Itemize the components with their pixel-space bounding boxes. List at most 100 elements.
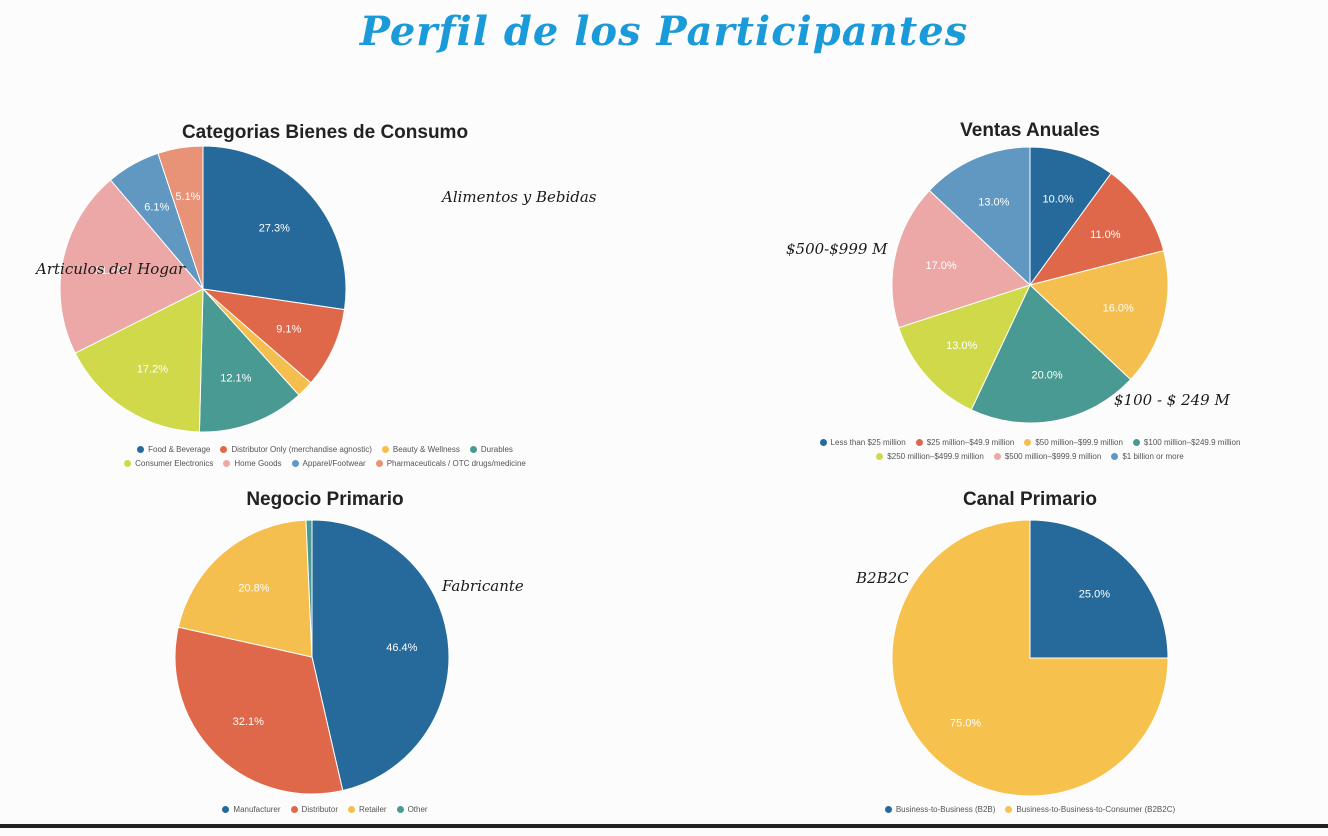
chart-title: Categorias Bienes de Consumo (181, 122, 469, 143)
pie-slice-250-million-499-9-million (898, 284, 1031, 411)
annotation-b2b2c: B2B2C (856, 569, 909, 587)
legend-swatch (876, 453, 884, 460)
legend-swatch (819, 439, 827, 446)
legend-item: Consumer Electronics (124, 457, 213, 471)
legend-label: $500 million–$999.9 million (1004, 452, 1102, 461)
pie-slice-distributor (174, 626, 344, 795)
legend-swatch (124, 460, 132, 467)
legend-swatch (290, 806, 298, 813)
data-label: 6.1% (144, 202, 169, 214)
legend-swatch (1132, 439, 1140, 446)
legend-swatch (1024, 439, 1032, 446)
chart-legend: Food & Beverage Distributor Only (merchan… (60, 443, 590, 471)
pie-slice-consumer-electronics (74, 288, 204, 433)
legend-item: Less than $25 million (819, 436, 906, 450)
legend-item: Durables (469, 443, 513, 457)
data-label: 25.0% (1079, 589, 1110, 601)
data-label: 5.1% (175, 191, 200, 203)
data-label: 10.0% (1043, 193, 1074, 205)
data-label: 9.1% (276, 323, 301, 335)
legend-label: Home Goods (234, 459, 282, 468)
legend-row: Business-to-Business (B2B) Business-to-Bu… (760, 803, 1300, 817)
data-label: 75.0% (950, 717, 981, 729)
data-label: 46.4% (386, 642, 417, 654)
chart-title: Canal Primario (962, 489, 1098, 510)
legend-label: Other (407, 805, 428, 814)
legend-item: Manufacturer (222, 803, 281, 817)
pie-slice-business-to-business-b2b (1029, 519, 1169, 659)
legend-label: $1 billion or more (1122, 452, 1184, 461)
legend-swatch (223, 460, 231, 467)
pie-chart: 27.3% 9.1% 12.1% 17.2% 21.2% 6.1% 5.1% (59, 145, 347, 433)
pie-slice-500-million-999-9-million (891, 189, 1031, 329)
pie-slice-retailer (177, 519, 313, 658)
legend-item: Business-to-Business-to-Consumer (B2B2C) (1005, 803, 1175, 817)
legend-row: $250 million–$499.9 million $500 million–… (760, 450, 1300, 464)
legend-swatch (1111, 453, 1119, 460)
pie-slice-other (305, 519, 313, 658)
legend-item: $500 million–$999.9 million (993, 450, 1102, 464)
pie-chart: 10.0% 11.0% 16.0% 20.0% 13.0% 17.0% 13.0% (891, 146, 1169, 424)
pie-chart: 25.0% 75.0% (891, 519, 1169, 797)
legend-item: $25 million–$49.9 million (915, 436, 1015, 450)
data-label: 13.0% (946, 340, 977, 352)
legend-label: Beauty & Wellness (392, 445, 460, 454)
pie-slice-1-billion-or-more (928, 146, 1031, 287)
legend-row: Manufacturer Distributor Retailer Other (60, 803, 590, 817)
legend-label: Business-to-Business (B2B) (895, 805, 996, 814)
data-label: 12.1% (220, 372, 251, 384)
data-label: 21.2% (95, 265, 126, 277)
data-label: 32.1% (233, 716, 264, 728)
chart-categorias: Categorias Bienes de Consumo 27.3% 9.1% 12… (36, 110, 597, 480)
legend-swatch (993, 453, 1001, 460)
legend-item: Distributor Only (merchandise agnostic) (220, 443, 372, 457)
legend-swatch (137, 446, 145, 453)
legend-label: Retailer (359, 805, 387, 814)
legend-label: $250 million–$499.9 million (887, 452, 984, 461)
chart-legend: Manufacturer Distributor Retailer Other (60, 803, 590, 817)
annotation-alimentos: Alimentos y Bebidas (442, 188, 597, 206)
legend-label: Durables (480, 445, 513, 454)
legend-item: Distributor (290, 803, 338, 817)
annotation-articulos: Articulos del Hogar (36, 260, 186, 278)
data-label: 20.0% (1031, 369, 1062, 381)
bottom-divider (0, 824, 1328, 828)
legend-item: $250 million–$499.9 million (876, 450, 984, 464)
pie-slice-manufacturer (311, 519, 450, 792)
data-label: 13.0% (978, 196, 1009, 208)
data-label: 11.0% (1090, 229, 1121, 241)
legend-swatch (291, 460, 299, 467)
chart-legend: Less than $25 million $25 million–$49.9 m… (760, 436, 1300, 464)
pie-slice-food-beverage (202, 145, 347, 311)
legend-swatch (396, 806, 404, 813)
legend-swatch (469, 446, 477, 453)
legend-item: Beauty & Wellness (381, 443, 460, 457)
annotation-100-249: $100 - $ 249 M (1114, 391, 1230, 409)
legend-item: Pharmaceuticals / OTC drugs/medicine (375, 457, 526, 471)
legend-label: $100 million–$249.9 million (1143, 438, 1241, 447)
legend-label: $25 million–$49.9 million (926, 438, 1015, 447)
legend-item: $1 billion or more (1111, 450, 1184, 464)
pie-slice-pharmaceuticals-otc-drugs-medicine (157, 145, 204, 290)
legend-item: Business-to-Business (B2B) (884, 803, 996, 817)
legend-label: $50 million–$99.9 million (1035, 438, 1123, 447)
legend-swatch (915, 439, 923, 446)
legend-item: Retailer (348, 803, 387, 817)
legend-label: Distributor Only (merchandise agnostic) (231, 445, 372, 454)
legend-label: Manufacturer (233, 805, 281, 814)
page-title: Perfil de los Participantes (359, 8, 969, 55)
pie-slice-durables (198, 287, 300, 433)
pie-slice-business-to-business-to-consumer-b2b2c (891, 519, 1169, 797)
pie-slice-100-million-249-9-million (970, 284, 1132, 424)
data-label: 27.3% (259, 222, 290, 234)
chart-legend: Business-to-Business (B2B) Business-to-Bu… (760, 803, 1300, 817)
legend-swatch (222, 806, 230, 813)
chart-ventas: Ventas Anuales 10.0% 11.0% 16.0% 20.0% 13.0%… (760, 110, 1300, 480)
chart-negocio: Negocio Primario 46.4% 32.1% 20.8% Manufac… (60, 485, 590, 825)
legend-label: Food & Beverage (148, 445, 211, 454)
pie-slice-50-million-99-9-million (1028, 250, 1169, 381)
annotation-500-999: $500-$999 M (786, 240, 888, 258)
pie-chart: 46.4% 32.1% 20.8% (174, 519, 450, 795)
legend-label: Consumer Electronics (135, 459, 214, 468)
legend-label: Pharmaceuticals / OTC drugs/medicine (386, 459, 526, 468)
